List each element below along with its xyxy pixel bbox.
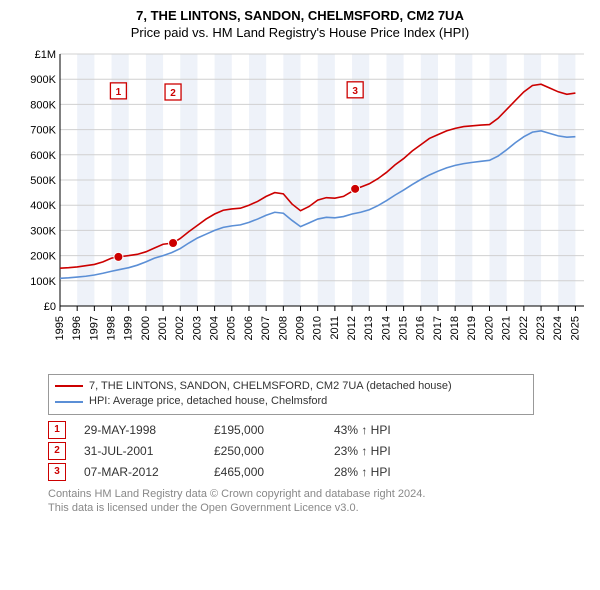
svg-text:£300K: £300K (30, 225, 57, 237)
svg-text:1998: 1998 (105, 316, 117, 340)
footer-line-2: This data is licensed under the Open Gov… (48, 501, 590, 516)
legend-text-0: 7, THE LINTONS, SANDON, CHELMSFORD, CM2 … (89, 379, 452, 394)
svg-text:2000: 2000 (140, 316, 152, 340)
svg-text:1995: 1995 (54, 316, 66, 340)
legend-swatch-1 (55, 401, 83, 403)
price-chart: £0 £100K £200K £300K £400K £500K £600K £700K £80… (30, 48, 590, 368)
footer: Contains HM Land Registry data © Crown c… (48, 487, 590, 517)
svg-text:2008: 2008 (277, 316, 289, 340)
svg-text:2001: 2001 (157, 316, 169, 340)
sale-price-1: £250,000 (214, 444, 334, 458)
title-line-1: 7, THE LINTONS, SANDON, CHELMSFORD, CM2 … (10, 8, 590, 25)
svg-text:£0: £0 (44, 301, 56, 313)
svg-text:£1M: £1M (35, 49, 56, 61)
svg-text:2020: 2020 (483, 316, 495, 340)
svg-text:2016: 2016 (415, 316, 427, 340)
sale-marker-0: 1 (48, 421, 66, 439)
svg-text:2012: 2012 (346, 316, 358, 340)
footer-line-1: Contains HM Land Registry data © Crown c… (48, 487, 590, 502)
sale-marker-2: 3 (48, 463, 66, 481)
svg-text:1: 1 (116, 87, 122, 98)
svg-text:2018: 2018 (449, 316, 461, 340)
sale-date-0: 29-MAY-1998 (84, 423, 214, 437)
sales-table: 1 29-MAY-1998 £195,000 43% ↑ HPI 2 31-JU… (48, 421, 590, 481)
sale-row-2: 3 07-MAR-2012 £465,000 28% ↑ HPI (48, 463, 590, 481)
svg-text:2021: 2021 (501, 316, 513, 340)
title-block: 7, THE LINTONS, SANDON, CHELMSFORD, CM2 … (0, 0, 600, 44)
svg-text:£600K: £600K (30, 150, 57, 162)
svg-text:2004: 2004 (209, 316, 221, 340)
svg-text:£900K: £900K (30, 74, 57, 86)
svg-text:2022: 2022 (518, 316, 530, 340)
svg-text:3: 3 (352, 86, 358, 97)
svg-text:2024: 2024 (552, 316, 564, 340)
sale-pct-0: 43% ↑ HPI (334, 423, 391, 437)
svg-text:2010: 2010 (312, 316, 324, 340)
legend-swatch-0 (55, 385, 83, 387)
svg-text:£100K: £100K (30, 276, 57, 288)
svg-text:2017: 2017 (432, 316, 444, 340)
svg-text:1997: 1997 (88, 316, 100, 340)
svg-text:£800K: £800K (30, 99, 57, 111)
svg-text:2019: 2019 (466, 316, 478, 340)
svg-text:2: 2 (170, 88, 176, 99)
svg-text:2005: 2005 (226, 316, 238, 340)
svg-text:2003: 2003 (191, 316, 203, 340)
sale-price-0: £195,000 (214, 423, 334, 437)
svg-text:1999: 1999 (123, 316, 135, 340)
svg-text:2025: 2025 (569, 316, 581, 340)
svg-text:2002: 2002 (174, 316, 186, 340)
svg-text:£700K: £700K (30, 124, 57, 136)
sale-row-1: 2 31-JUL-2001 £250,000 23% ↑ HPI (48, 442, 590, 460)
sale-marker-1: 2 (48, 442, 66, 460)
sale-pct-1: 23% ↑ HPI (334, 444, 391, 458)
chart-svg: £0 £100K £200K £300K £400K £500K £600K £700K £80… (30, 48, 590, 368)
legend: 7, THE LINTONS, SANDON, CHELMSFORD, CM2 … (48, 374, 534, 415)
svg-text:2013: 2013 (363, 316, 375, 340)
svg-text:1996: 1996 (71, 316, 83, 340)
svg-text:£200K: £200K (30, 250, 57, 262)
sale-price-2: £465,000 (214, 465, 334, 479)
sale-pct-2: 28% ↑ HPI (334, 465, 391, 479)
sale-date-1: 31-JUL-2001 (84, 444, 214, 458)
svg-text:2023: 2023 (535, 316, 547, 340)
legend-item-0: 7, THE LINTONS, SANDON, CHELMSFORD, CM2 … (55, 379, 527, 394)
legend-item-1: HPI: Average price, detached house, Chel… (55, 394, 527, 409)
svg-text:2009: 2009 (294, 316, 306, 340)
svg-text:2006: 2006 (243, 316, 255, 340)
title-line-2: Price paid vs. HM Land Registry's House … (10, 25, 590, 42)
sale-date-2: 07-MAR-2012 (84, 465, 214, 479)
svg-text:2015: 2015 (398, 316, 410, 340)
svg-text:£400K: £400K (30, 200, 57, 212)
sale-row-0: 1 29-MAY-1998 £195,000 43% ↑ HPI (48, 421, 590, 439)
svg-text:£500K: £500K (30, 175, 57, 187)
svg-text:2007: 2007 (260, 316, 272, 340)
legend-text-1: HPI: Average price, detached house, Chel… (89, 394, 327, 409)
svg-text:2014: 2014 (380, 316, 392, 340)
svg-text:2011: 2011 (329, 316, 341, 340)
